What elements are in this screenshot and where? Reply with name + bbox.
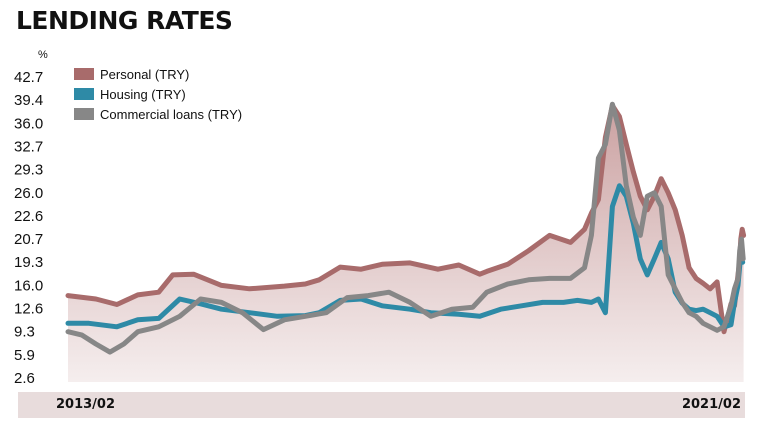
y-tick-label: 29.3 xyxy=(14,162,43,179)
y-tick-label: 39.4 xyxy=(14,92,43,109)
x-start-label: 2013/02 xyxy=(56,397,116,412)
y-tick-label: 32.7 xyxy=(14,138,43,155)
y-tick-labels: 42.7 39.4 36.0 32.7 29.3 26.0 22.6 20.7 19.3 16.0… xyxy=(14,69,43,387)
y-tick-label: 20.7 xyxy=(14,231,43,248)
y-tick-label: 2.6 xyxy=(14,370,35,387)
series-lines xyxy=(65,101,747,355)
y-tick-label: 22.6 xyxy=(14,208,43,225)
y-tick-label: 26.0 xyxy=(14,185,43,202)
y-tick-label: 16.0 xyxy=(14,277,43,294)
x-axis-band xyxy=(18,392,745,418)
y-tick-label: 12.6 xyxy=(14,301,43,318)
series-line-2 xyxy=(65,183,746,330)
series-line-3 xyxy=(65,101,746,355)
legend-swatch xyxy=(74,108,94,120)
y-tick-label: 42.7 xyxy=(14,69,43,86)
y-tick-label: 36.0 xyxy=(14,115,43,132)
legend-label: Personal (TRY) xyxy=(100,67,189,82)
legend-swatch xyxy=(74,68,94,80)
legend-swatch xyxy=(74,88,94,100)
area-fill xyxy=(68,105,744,382)
x-end-label: 2021/02 xyxy=(681,397,741,412)
y-tick-label: 9.3 xyxy=(14,324,35,341)
legend: Personal (TRY) Housing (TRY) Commercial lo… xyxy=(74,67,242,122)
y-tick-label: 5.9 xyxy=(14,347,35,364)
chart-title: LENDING RATES xyxy=(16,6,233,35)
legend-label: Housing (TRY) xyxy=(100,87,186,102)
y-axis-unit: % xyxy=(38,49,48,61)
legend-label: Commercial loans (TRY) xyxy=(100,107,242,122)
y-tick-label: 19.3 xyxy=(14,254,43,271)
